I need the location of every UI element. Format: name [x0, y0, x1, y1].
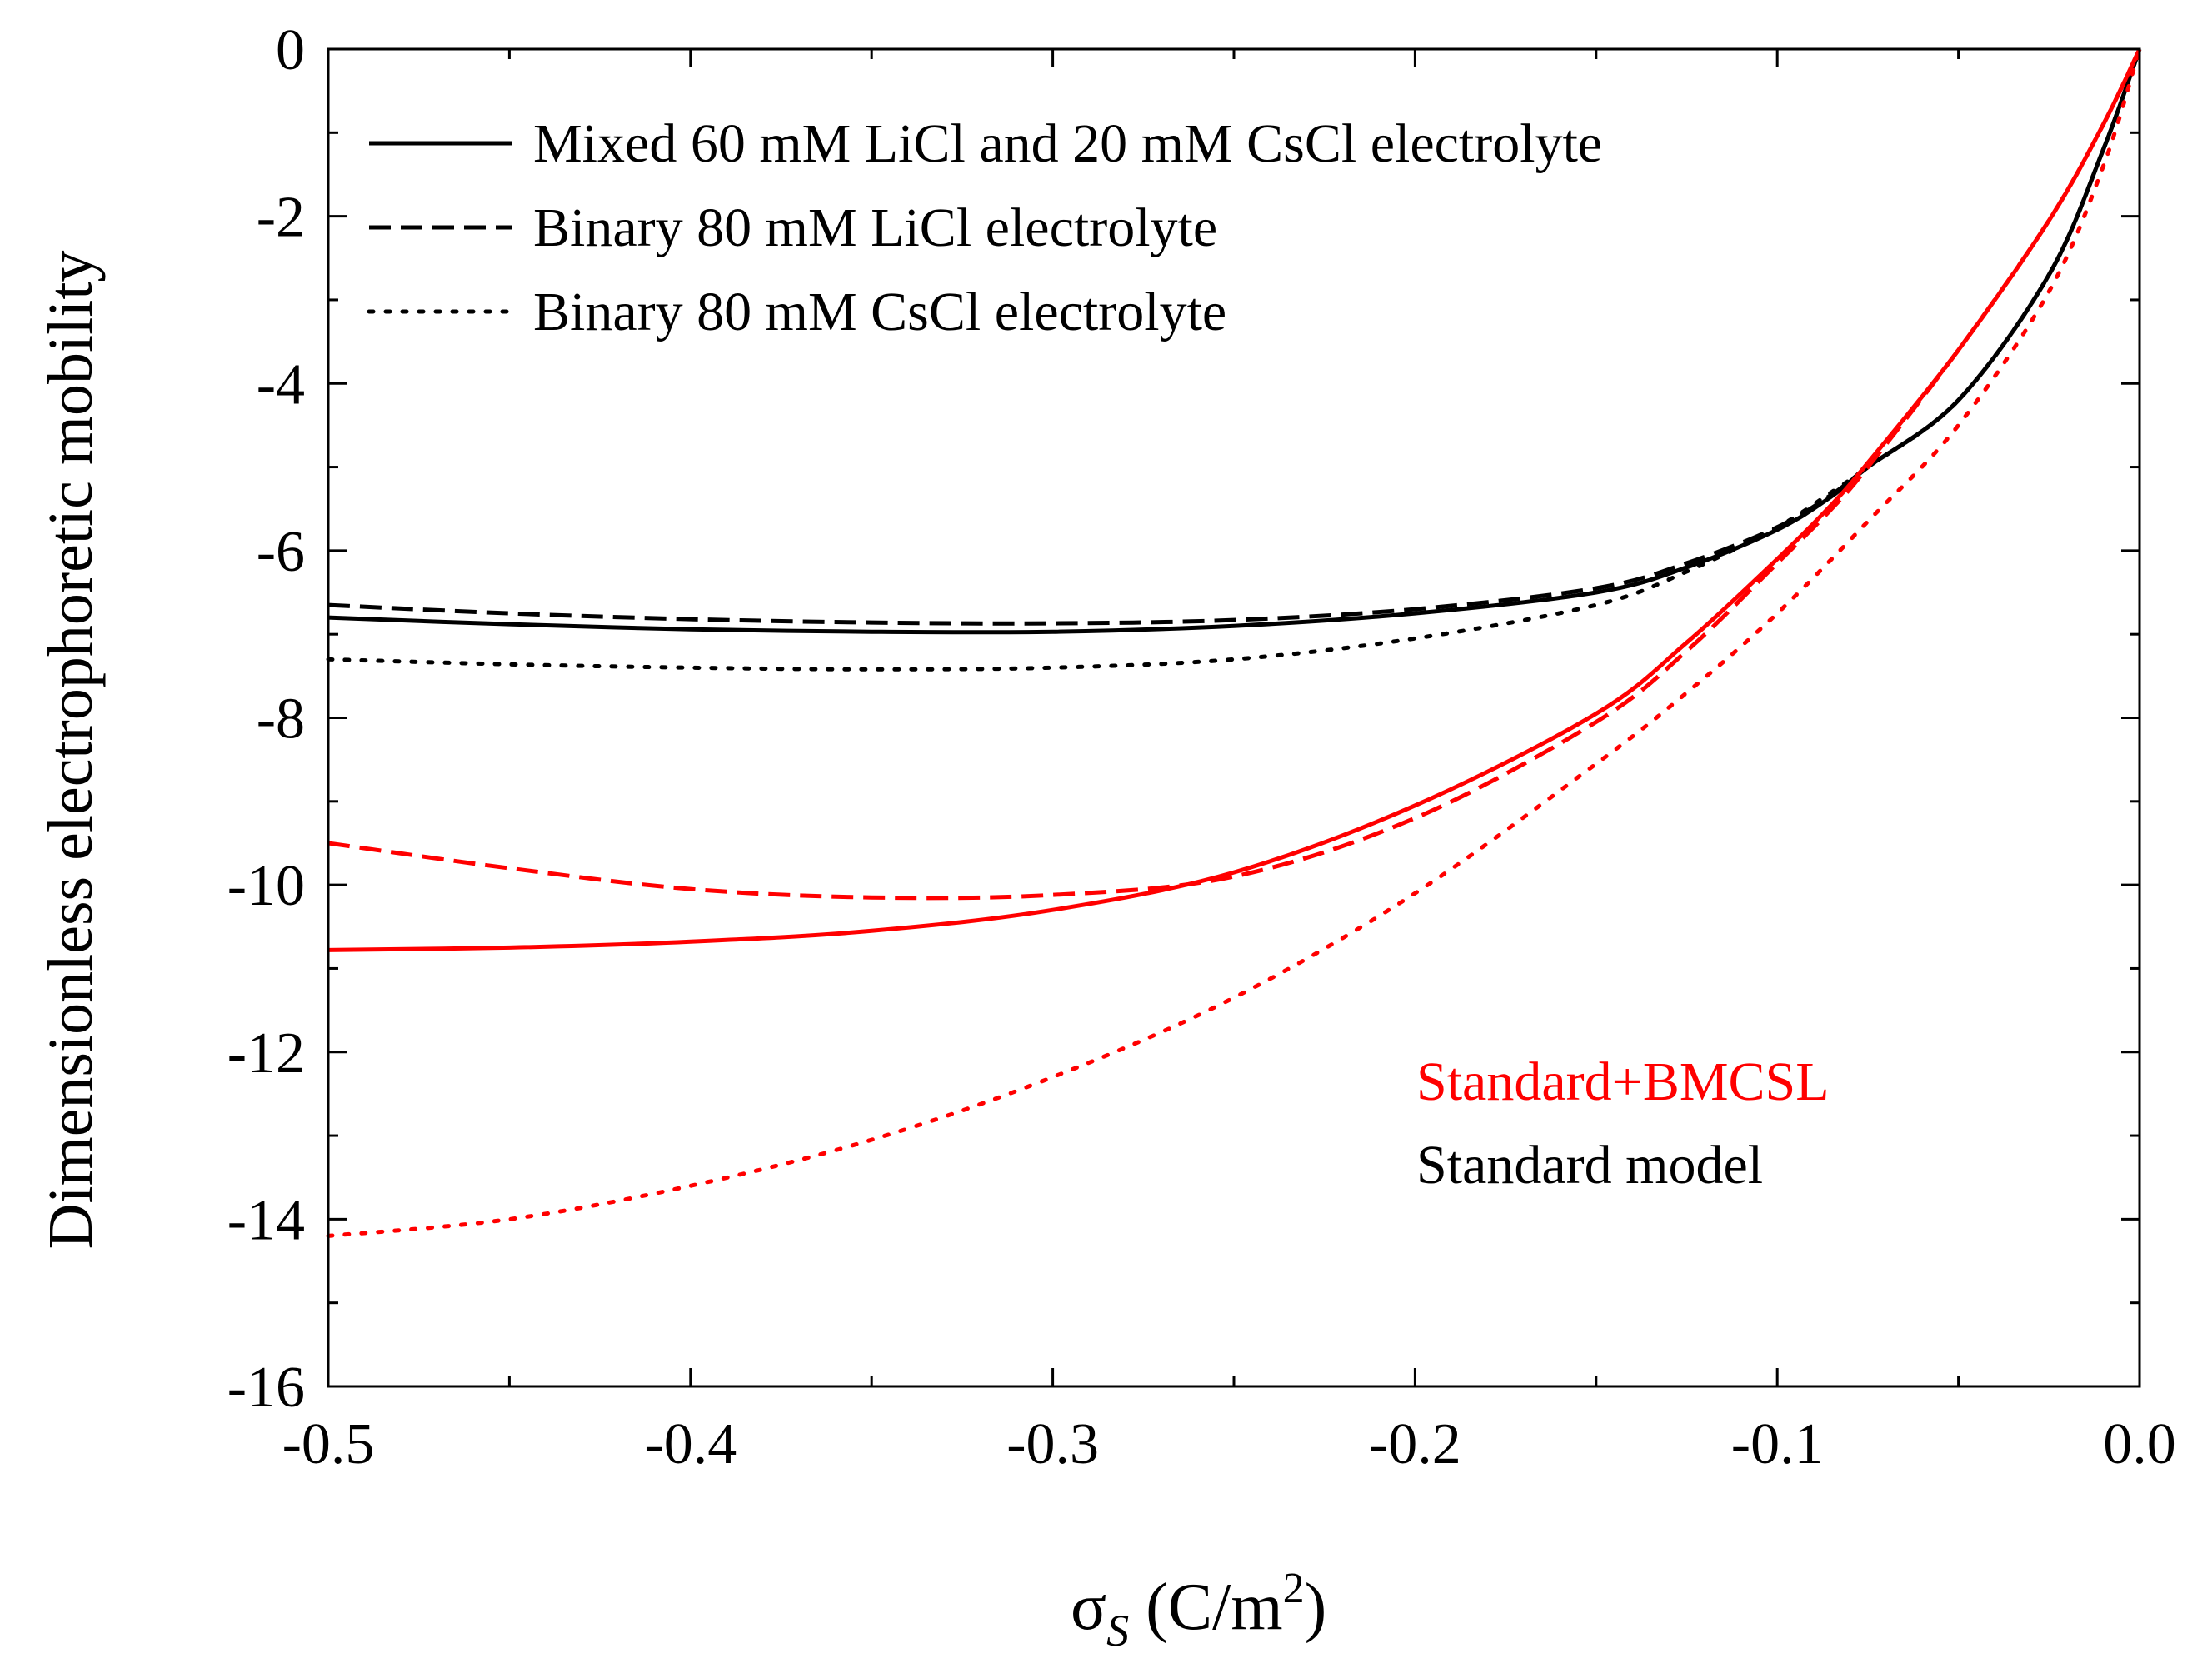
- y-tick-label: -10: [227, 854, 305, 918]
- tick-layer: [327, 47, 2141, 1388]
- x-tick-label: -0.3: [1006, 1412, 1099, 1476]
- x-axis-label-subscript: S: [1106, 1606, 1129, 1656]
- y-tick-label: -6: [257, 520, 305, 584]
- y-tick-label: -14: [227, 1188, 305, 1252]
- x-axis-label: σS (C/m2): [1071, 1565, 1326, 1656]
- x-axis-label-units-close: ): [1305, 1571, 1327, 1644]
- x-tick-label: -0.1: [1731, 1412, 1824, 1476]
- x-tick-label: 0.0: [2103, 1412, 2176, 1476]
- series-line-standard-dotted: [326, 47, 2142, 672]
- x-tick-label: -0.2: [1369, 1412, 1461, 1476]
- legend-model-bmcsl: Standard+BMCSL: [1416, 1051, 1830, 1112]
- legend-models: Standard+BMCSL Standard model: [1416, 1051, 1830, 1196]
- plot-frame: [327, 47, 2141, 1388]
- x-axis-label-symbol: σ: [1071, 1571, 1106, 1644]
- series-line-bmcsl-dotted: [326, 47, 2142, 1238]
- x-tick-label: -0.4: [644, 1412, 737, 1476]
- series-line-bmcsl-solid: [327, 47, 2142, 952]
- x-axis-label-units: (C/m: [1129, 1571, 1282, 1644]
- legend-label-mixed: Mixed 60 mM LiCl and 20 mM CsCl electrol…: [533, 113, 1602, 174]
- y-tick-label: 0: [276, 18, 305, 82]
- y-tick-label: -16: [227, 1356, 305, 1420]
- y-tick-label: -4: [257, 352, 305, 417]
- y-tick-label: -2: [257, 186, 305, 250]
- legend-label-binary-licl: Binary 80 mM LiCl electrolyte: [533, 197, 1217, 258]
- legend-linestyles: Mixed 60 mM LiCl and 20 mM CsCl electrol…: [367, 113, 1602, 342]
- series-line-standard-dashed: [327, 48, 2142, 626]
- y-tick-label: -8: [257, 687, 305, 752]
- series-layer: [326, 47, 2142, 1238]
- y-axis-label: Dimensionless electrophoretic mobility: [36, 251, 106, 1250]
- legend-label-binary-cscl: Binary 80 mM CsCl electrolyte: [533, 282, 1226, 342]
- x-axis-label-superscript: 2: [1283, 1565, 1305, 1612]
- x-tick-labels: -0.5 -0.4 -0.3 -0.2 -0.1 0.0: [282, 1412, 2176, 1476]
- legend-model-standard: Standard model: [1416, 1135, 1763, 1196]
- x-tick-label: -0.5: [282, 1412, 375, 1476]
- y-tick-label: -12: [227, 1021, 305, 1086]
- y-tick-labels: 0 -2 -4 -6 -8 -10 -12 -14 -16: [227, 18, 305, 1420]
